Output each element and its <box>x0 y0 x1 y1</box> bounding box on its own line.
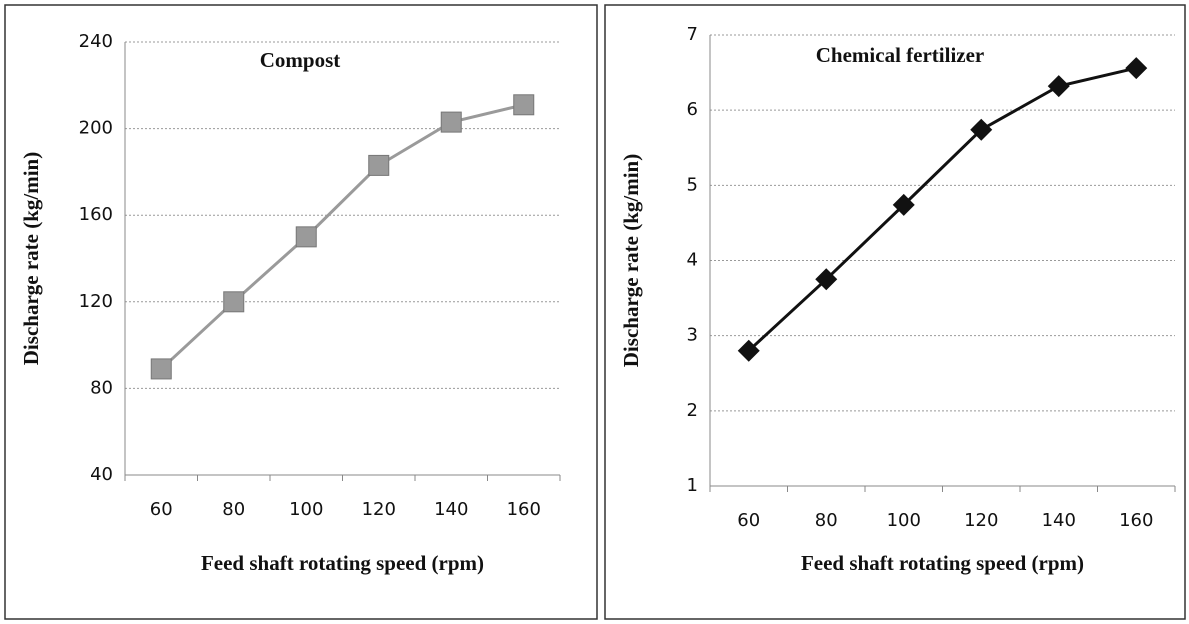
y-tick-label: 40 <box>90 464 113 485</box>
chart-title: Compost <box>260 48 341 72</box>
y-tick-label: 80 <box>90 377 113 398</box>
y-axis-label: Discharge rate (kg/min) <box>619 154 643 367</box>
x-tick-label: 160 <box>507 499 541 520</box>
y-tick-label: 120 <box>79 291 113 312</box>
y-tick-label: 200 <box>79 118 113 139</box>
line <box>160 103 525 371</box>
y-tick-label: 4 <box>687 250 698 271</box>
panel-border <box>604 4 1186 620</box>
marker <box>223 291 245 313</box>
chart-title: Chemical fertilizer <box>816 43 985 67</box>
marker <box>368 154 390 176</box>
y-tick-label: 160 <box>79 204 113 225</box>
x-axis-label: Feed shaft rotating speed (rpm) <box>201 551 484 575</box>
x-tick-label: 120 <box>964 510 998 531</box>
panel-border <box>4 4 598 620</box>
x-tick-label: 100 <box>289 499 323 520</box>
line <box>747 66 1137 352</box>
marker <box>970 118 993 141</box>
x-tick-label: 100 <box>887 510 921 531</box>
y-tick-label: 3 <box>687 325 698 346</box>
x-tick-label: 80 <box>815 510 838 531</box>
x-tick-label: 140 <box>434 499 468 520</box>
x-tick-label: 60 <box>150 499 173 520</box>
x-tick-label: 120 <box>362 499 396 520</box>
marker <box>1047 75 1070 98</box>
y-axis-label: Discharge rate (kg/min) <box>19 152 43 365</box>
y-tick-label: 2 <box>687 400 698 421</box>
marker <box>513 94 535 116</box>
x-tick-label: 140 <box>1042 510 1076 531</box>
marker <box>815 268 838 291</box>
y-tick-label: 7 <box>687 24 698 45</box>
y-tick-label: 240 <box>79 31 113 52</box>
x-tick-label: 160 <box>1119 510 1153 531</box>
marker <box>150 358 172 380</box>
x-tick-label: 60 <box>737 510 760 531</box>
marker <box>892 193 915 216</box>
marker <box>1125 57 1148 80</box>
x-tick-label: 80 <box>222 499 245 520</box>
marker <box>295 226 317 248</box>
y-tick-label: 1 <box>687 475 698 496</box>
x-axis-label: Feed shaft rotating speed (rpm) <box>801 551 1084 575</box>
y-tick-label: 6 <box>687 99 698 120</box>
y-tick-label: 5 <box>687 174 698 195</box>
marker <box>737 339 760 362</box>
marker <box>440 111 462 133</box>
